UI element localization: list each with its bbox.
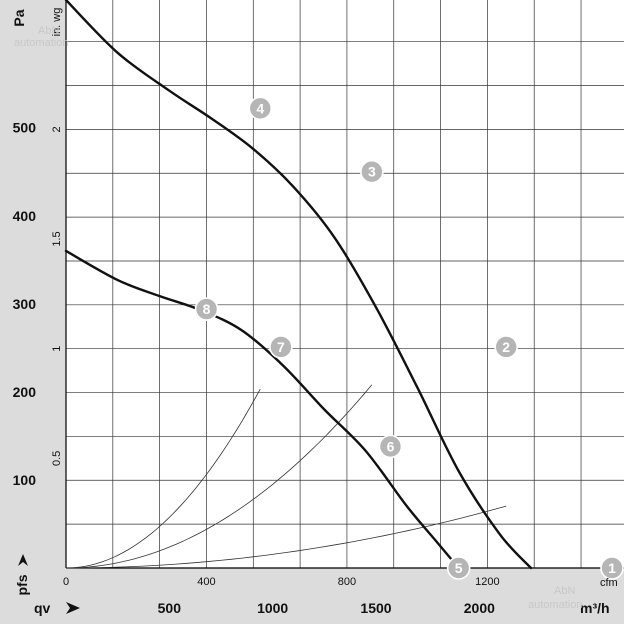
y-axis-arrow-icon: [18, 554, 28, 566]
operating-point-marker: [248, 96, 273, 121]
x-primary-tick-label: 2000: [464, 600, 495, 616]
x-secondary-unit-label: cfm: [600, 577, 618, 589]
operating-point-marker: [378, 434, 403, 459]
y-secondary-tick-label: 1: [51, 346, 63, 352]
y-axis-name-label: pfs: [14, 574, 30, 595]
operating-points: 1 2 3 4 5 6 7 8: [194, 96, 624, 580]
operating-point-8: 8: [194, 297, 219, 321]
operating-point-marker: [269, 335, 293, 359]
y-primary-tick-label: 200: [13, 384, 37, 400]
operating-point-label: 5: [455, 560, 463, 576]
x-primary-tick-label: 1500: [360, 600, 391, 616]
operating-point-7: 7: [269, 335, 293, 359]
operating-point-label: 2: [502, 339, 510, 355]
watermark-logo: AbN: [38, 25, 59, 37]
operating-point-label: 4: [256, 100, 264, 116]
x-secondary-tick-label: 400: [197, 576, 215, 588]
operating-point-label: 6: [387, 438, 395, 454]
grid-lines: [66, 0, 624, 568]
x-secondary-tick-label: 0: [63, 576, 69, 588]
operating-point-marker: [446, 556, 471, 580]
operating-point-marker: [494, 335, 519, 359]
operating-point-marker: [600, 556, 624, 580]
x-primary-unit-label: m³/h: [580, 600, 610, 616]
system-curves: [65, 384, 507, 569]
y-primary-tick-label: 300: [13, 296, 37, 312]
operating-point-marker: [360, 159, 384, 184]
system-curve-1: [65, 505, 507, 569]
fan-curve-1: [64, 0, 533, 570]
watermark-text: automation: [14, 37, 68, 49]
operating-point-label: 7: [277, 339, 285, 355]
y-secondary-tick-label: 0.5: [51, 451, 63, 466]
operating-point-5: 5: [446, 556, 471, 580]
operating-point-3: 3: [360, 159, 384, 184]
y-primary-unit-label: Pa: [11, 9, 27, 26]
y-secondary-tick-label: 2: [51, 126, 63, 132]
watermark-text-bottom: automation: [528, 599, 582, 611]
x-primary-tick-label: 500: [158, 600, 182, 616]
operating-point-4: 4: [248, 96, 273, 121]
watermark-logo-bottom: AbN: [554, 585, 575, 597]
operating-point-6: 6: [378, 434, 403, 459]
plot-area: [66, 0, 624, 568]
operating-point-label: 8: [203, 301, 211, 317]
operating-point-2: 2: [494, 335, 519, 359]
x-secondary-tick-label: 1200: [475, 576, 499, 588]
x-secondary-tick-label: 800: [338, 576, 356, 588]
operating-point-label: 3: [368, 164, 376, 180]
y-primary-tick-label: 400: [13, 208, 37, 224]
fan-curve-2: [64, 249, 460, 570]
system-curve-2: [65, 384, 373, 569]
operating-point-label: 1: [608, 560, 616, 576]
x-primary-tick-label: 1000: [257, 600, 288, 616]
y-secondary-unit-label: in. wg: [51, 8, 63, 37]
y-primary-tick-label: 500: [13, 120, 37, 136]
y-primary-tick-label: 100: [13, 472, 37, 488]
x-axis-name-label: qv: [34, 600, 51, 616]
system-curve-3: [65, 388, 261, 569]
operating-point-1: 1: [600, 556, 624, 580]
y-secondary-tick-label: 1.5: [51, 231, 63, 246]
operating-point-marker: [194, 297, 219, 321]
x-axis-arrow-icon: [66, 602, 80, 614]
fan-curves: [64, 0, 533, 570]
